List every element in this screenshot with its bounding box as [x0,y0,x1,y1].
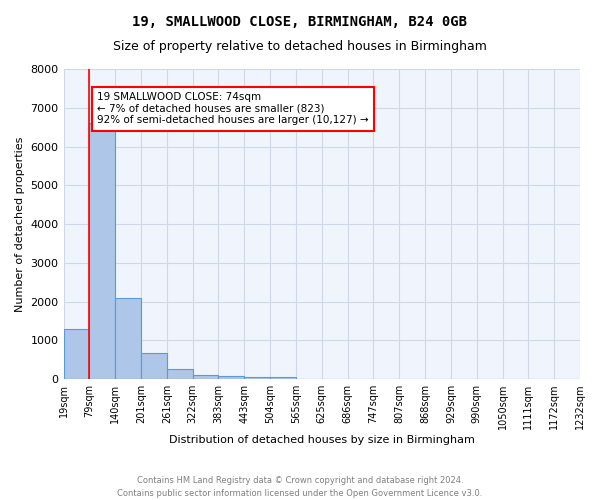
Bar [115,298,141,379]
Bar [167,368,193,379]
Bar [141,353,167,379]
Bar [218,376,244,379]
Bar [193,375,218,379]
Text: Contains public sector information licensed under the Open Government Licence v3: Contains public sector information licen… [118,488,482,498]
Text: Contains HM Land Registry data © Crown copyright and database right 2024.: Contains HM Land Registry data © Crown c… [137,476,463,485]
Bar [244,377,270,379]
Bar [89,124,115,379]
Text: 19 SMALLWOOD CLOSE: 74sqm
← 7% of detached houses are smaller (823)
92% of semi-: 19 SMALLWOOD CLOSE: 74sqm ← 7% of detach… [97,92,369,126]
Bar [270,377,296,379]
Y-axis label: Number of detached properties: Number of detached properties [15,136,25,312]
Bar [64,328,89,379]
Text: Size of property relative to detached houses in Birmingham: Size of property relative to detached ho… [113,40,487,53]
Text: 19, SMALLWOOD CLOSE, BIRMINGHAM, B24 0GB: 19, SMALLWOOD CLOSE, BIRMINGHAM, B24 0GB [133,15,467,29]
X-axis label: Distribution of detached houses by size in Birmingham: Distribution of detached houses by size … [169,435,475,445]
